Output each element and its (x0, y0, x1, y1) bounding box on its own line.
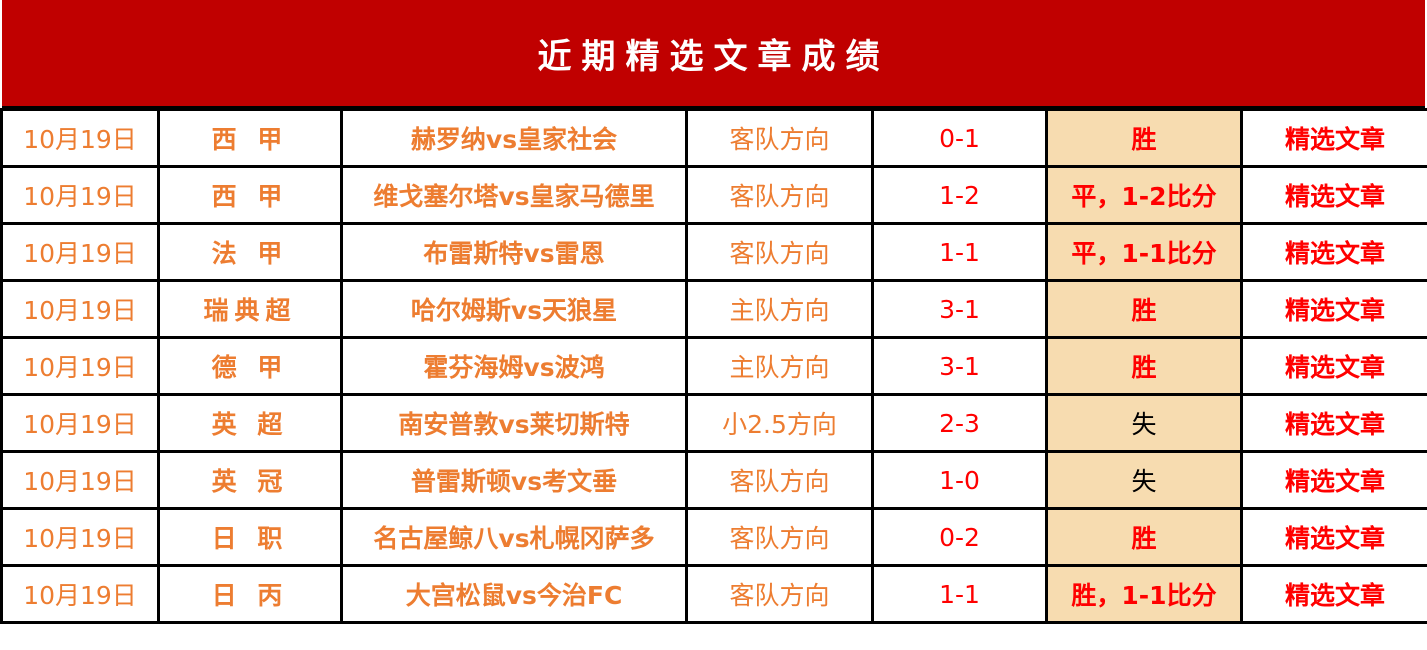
pick-cell: 主队方向 (685, 279, 874, 339)
article-link[interactable]: 精选文章 (1240, 450, 1427, 510)
league-cell: 德 甲 (157, 336, 343, 396)
date-cell: 10月19日 (0, 165, 160, 225)
page-title: 近期精选文章成绩 (2, 0, 1425, 108)
table-row: 10月19日英 冠普雷斯顿vs考文垂 客队方向 1-0 失精选文章 (0, 450, 1427, 510)
pick-cell: 客队方向 (685, 450, 874, 510)
result-cell: 失 (1045, 393, 1243, 453)
score-cell: 0-2 (871, 507, 1048, 567)
league-cell: 法 甲 (157, 222, 343, 282)
date-cell: 10月19日 (0, 108, 160, 168)
league-cell: 瑞典超 (157, 279, 343, 339)
article-link[interactable]: 精选文章 (1240, 336, 1427, 396)
pick-cell: 客队方向 (685, 165, 874, 225)
pick-cell: 客队方向 (685, 564, 874, 624)
date-cell: 10月19日 (0, 564, 160, 624)
score-cell: 3-1 (871, 336, 1048, 396)
results-table: 10月19日西 甲赫罗纳vs皇家社会 客队方向 0-1 胜精选文章 10月19日西 甲维… (0, 108, 1427, 624)
table-row: 10月19日西 甲维戈塞尔塔vs皇家马德里 客队方向 1-2 平，1-2比分 精选文章 (0, 165, 1427, 225)
league-cell: 日 职 (157, 507, 343, 567)
article-link[interactable]: 精选文章 (1240, 108, 1427, 168)
date-cell: 10月19日 (0, 450, 160, 510)
date-cell: 10月19日 (0, 507, 160, 567)
article-link[interactable]: 精选文章 (1240, 507, 1427, 567)
pick-cell: 小2.5方向 (685, 393, 874, 453)
score-cell: 2-3 (871, 393, 1048, 453)
result-cell: 胜 (1045, 336, 1243, 396)
score-cell: 0-1 (871, 108, 1048, 168)
score-cell: 3-1 (871, 279, 1048, 339)
date-cell: 10月19日 (0, 336, 160, 396)
table-row: 10月19日德 甲霍芬海姆vs波鸿 主队方向 3-1 胜精选文章 (0, 336, 1427, 396)
date-cell: 10月19日 (0, 393, 160, 453)
match-cell: 名古屋鲸八vs札幌冈萨多 (340, 507, 688, 567)
match-cell: 赫罗纳vs皇家社会 (340, 108, 688, 168)
score-cell: 1-0 (871, 450, 1048, 510)
article-link[interactable]: 精选文章 (1240, 393, 1427, 453)
league-cell: 西 甲 (157, 165, 343, 225)
article-link[interactable]: 精选文章 (1240, 279, 1427, 339)
score-cell: 1-1 (871, 564, 1048, 624)
league-cell: 西 甲 (157, 108, 343, 168)
article-link[interactable]: 精选文章 (1240, 222, 1427, 282)
match-cell: 哈尔姆斯vs天狼星 (340, 279, 688, 339)
league-cell: 英 冠 (157, 450, 343, 510)
result-cell: 平，1-2比分 (1045, 165, 1243, 225)
result-cell: 失 (1045, 450, 1243, 510)
table-row: 10月19日日 丙大宫松鼠vs今治FC 客队方向 1-1 胜，1-1比分 精选文章 (0, 564, 1427, 624)
pick-cell: 客队方向 (685, 507, 874, 567)
date-cell: 10月19日 (0, 222, 160, 282)
result-cell: 胜 (1045, 279, 1243, 339)
result-cell: 胜 (1045, 108, 1243, 168)
table-row: 10月19日日 职名古屋鲸八vs札幌冈萨多 客队方向 0-2 胜精选文章 (0, 507, 1427, 567)
match-cell: 维戈塞尔塔vs皇家马德里 (340, 165, 688, 225)
match-cell: 普雷斯顿vs考文垂 (340, 450, 688, 510)
date-cell: 10月19日 (0, 279, 160, 339)
match-cell: 布雷斯特vs雷恩 (340, 222, 688, 282)
article-link[interactable]: 精选文章 (1240, 165, 1427, 225)
league-cell: 英 超 (157, 393, 343, 453)
match-cell: 大宫松鼠vs今治FC (340, 564, 688, 624)
result-cell: 平，1-1比分 (1045, 222, 1243, 282)
table-row: 10月19日法 甲布雷斯特vs雷恩 客队方向 1-1 平，1-1比分 精选文章 (0, 222, 1427, 282)
article-link[interactable]: 精选文章 (1240, 564, 1427, 624)
score-cell: 1-1 (871, 222, 1048, 282)
pick-cell: 客队方向 (685, 108, 874, 168)
league-cell: 日 丙 (157, 564, 343, 624)
table-row: 10月19日西 甲赫罗纳vs皇家社会 客队方向 0-1 胜精选文章 (0, 108, 1427, 168)
match-cell: 霍芬海姆vs波鸿 (340, 336, 688, 396)
pick-cell: 主队方向 (685, 336, 874, 396)
table-row: 10月19日 瑞典超 哈尔姆斯vs天狼星 主队方向 3-1 胜精选文章 (0, 279, 1427, 339)
result-cell: 胜 (1045, 507, 1243, 567)
table-row: 10月19日英 超南安普敦vs莱切斯特 小2.5方向 2-3 失精选文章 (0, 393, 1427, 453)
match-cell: 南安普敦vs莱切斯特 (340, 393, 688, 453)
pick-cell: 客队方向 (685, 222, 874, 282)
score-cell: 1-2 (871, 165, 1048, 225)
result-cell: 胜，1-1比分 (1045, 564, 1243, 624)
